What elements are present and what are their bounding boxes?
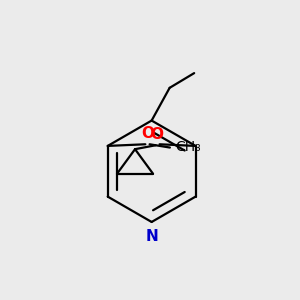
Text: O: O: [141, 126, 154, 141]
Text: CH₃: CH₃: [175, 140, 200, 154]
Text: N: N: [145, 229, 158, 244]
Text: O: O: [150, 127, 164, 142]
